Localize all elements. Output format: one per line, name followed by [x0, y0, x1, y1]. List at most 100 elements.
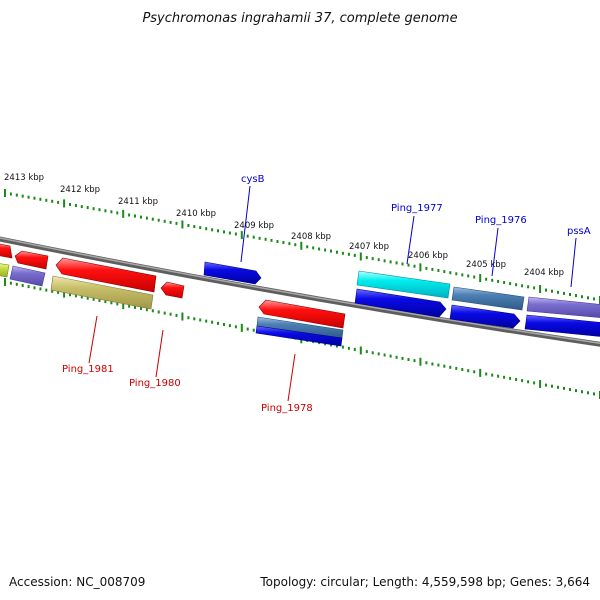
inner-ring-tick: [383, 353, 386, 357]
outer-ring-tick: [240, 231, 243, 240]
outer-ring-tick: [211, 228, 214, 232]
gene-label-ping1977[interactable]: Ping_1977: [391, 203, 443, 214]
outer-ring-tick: [336, 250, 338, 254]
inner-ring-tick: [98, 299, 101, 302]
gene-label-ping1980[interactable]: Ping_1980: [129, 378, 181, 389]
inner-ring-tick: [110, 301, 113, 305]
outer-ring-tick: [294, 243, 297, 247]
outer-ring-tick: [163, 219, 166, 223]
outer-ring-tick: [539, 285, 542, 293]
kbp-label-2408: 2408 kbp: [291, 232, 331, 242]
gene-reverse-red-edge[interactable]: [0, 243, 13, 259]
outer-ring-tick: [306, 245, 309, 249]
outer-ring-tick: [419, 263, 422, 272]
leader-ping1980: [155, 329, 164, 378]
outer-ring-tick: [431, 267, 434, 271]
outer-ring-tick: [443, 270, 446, 274]
inner-ring-tick: [557, 385, 559, 389]
gene-label-cysB[interactable]: cysB: [241, 174, 265, 185]
gene-label-ping1978[interactable]: Ping_1978: [261, 403, 313, 414]
outer-ring-tick: [479, 274, 482, 283]
outer-ring-tick: [437, 269, 440, 272]
kbp-label-2410: 2410 kbp: [176, 209, 216, 219]
outer-ring-tick: [128, 213, 131, 217]
gene-label-pssA[interactable]: pssA: [567, 226, 591, 237]
outer-ring-tick: [187, 224, 190, 227]
inner-ring-tick: [359, 346, 362, 355]
inner-ring-tick: [116, 302, 119, 306]
outer-ring-tick: [140, 215, 142, 219]
outer-ring-tick: [401, 262, 404, 266]
outer-ring-tick: [461, 273, 464, 277]
gene-forward-blue-c[interactable]: [524, 314, 600, 337]
inner-ring-tick: [425, 361, 428, 365]
gene-forward-pssA[interactable]: [526, 296, 600, 318]
inner-ring-tick: [395, 355, 398, 359]
inner-ring-tick: [515, 378, 518, 381]
inner-ring-tick: [527, 380, 530, 384]
outer-ring-tick: [193, 225, 196, 229]
outer-ring-tick: [169, 220, 172, 224]
outer-ring-tick: [318, 247, 321, 251]
gene-reverse-red-small[interactable]: [14, 250, 49, 270]
outer-ring-tick: [217, 229, 219, 233]
outer-ring-tick: [377, 258, 380, 262]
inner-ring-tick: [491, 373, 494, 377]
reverse-strand-genes: [0, 243, 346, 347]
gene-forward-ping1977[interactable]: [356, 270, 451, 299]
outer-ring-tick: [533, 286, 536, 290]
inner-ring-tick: [473, 370, 476, 374]
outer-ring-tick: [569, 293, 571, 296]
gene-label-ping1976[interactable]: Ping_1976: [475, 215, 527, 226]
leader-ping1978: [287, 353, 296, 402]
inner-ring-tick: [407, 358, 410, 361]
outer-ring-tick: [199, 226, 202, 230]
gene-reverse-ping1980[interactable]: [160, 281, 185, 299]
inner-ring-tick: [134, 305, 136, 309]
outer-ring-tick: [497, 279, 500, 283]
inner-ring-tick: [15, 282, 18, 286]
outer-ring-tick: [246, 234, 249, 238]
gene-forward-blue-a[interactable]: [354, 288, 447, 318]
inner-ring-tick: [353, 347, 356, 351]
inner-ring-tick: [86, 296, 89, 300]
inner-ring-tick: [223, 323, 225, 326]
gene-forward-cysB[interactable]: [203, 261, 262, 285]
inner-ring-tick: [443, 364, 446, 368]
kbp-label-2406: 2406 kbp: [408, 251, 448, 261]
leader-cysB: [240, 185, 251, 263]
outer-ring-tick: [228, 231, 231, 235]
inner-ring-tick: [163, 311, 166, 315]
outer-ring-tick: [9, 192, 12, 196]
gene-forward-blue-b[interactable]: [449, 304, 521, 329]
gene-reverse-ping1981[interactable]: [55, 257, 157, 293]
inner-ring-tick: [551, 384, 553, 388]
gene-reverse-ping1978[interactable]: [258, 299, 346, 329]
forward-strand-genes: [203, 261, 600, 337]
outer-ring-tick: [353, 253, 356, 257]
inner-ring-tick: [246, 327, 249, 331]
inner-ring-tick: [175, 313, 178, 317]
outer-ring-tick: [491, 278, 494, 282]
outer-ring-tick: [371, 257, 374, 261]
outer-ring-tick: [270, 238, 273, 242]
gene-forward-ping1976[interactable]: [451, 286, 525, 311]
gene-khaki-left[interactable]: [50, 275, 154, 310]
inner-ring-tick: [145, 308, 148, 312]
gene-lavender-left[interactable]: [9, 265, 46, 287]
gene-blue-middle[interactable]: [255, 325, 343, 347]
gene-yellowgreen-edge[interactable]: [0, 263, 10, 278]
inner-ring-tick: [587, 391, 589, 395]
genome-summary-text: Topology: circular; Length: 4,559,598 bp…: [259, 575, 590, 589]
outer-ring-tick: [104, 209, 107, 213]
outer-ring-tick: [145, 216, 148, 220]
kbp-label-2409: 2409 kbp: [234, 221, 274, 231]
kbp-label-2404: 2404 kbp: [524, 268, 564, 278]
outer-ring-tick: [551, 289, 553, 293]
inner-ring-tick: [521, 379, 524, 383]
inner-ring-tick: [80, 295, 83, 299]
inner-ring-tick: [151, 309, 154, 313]
gene-label-ping1981[interactable]: Ping_1981: [62, 364, 114, 375]
inner-ring-tick: [545, 383, 547, 387]
inner-ring-tick: [581, 390, 583, 394]
